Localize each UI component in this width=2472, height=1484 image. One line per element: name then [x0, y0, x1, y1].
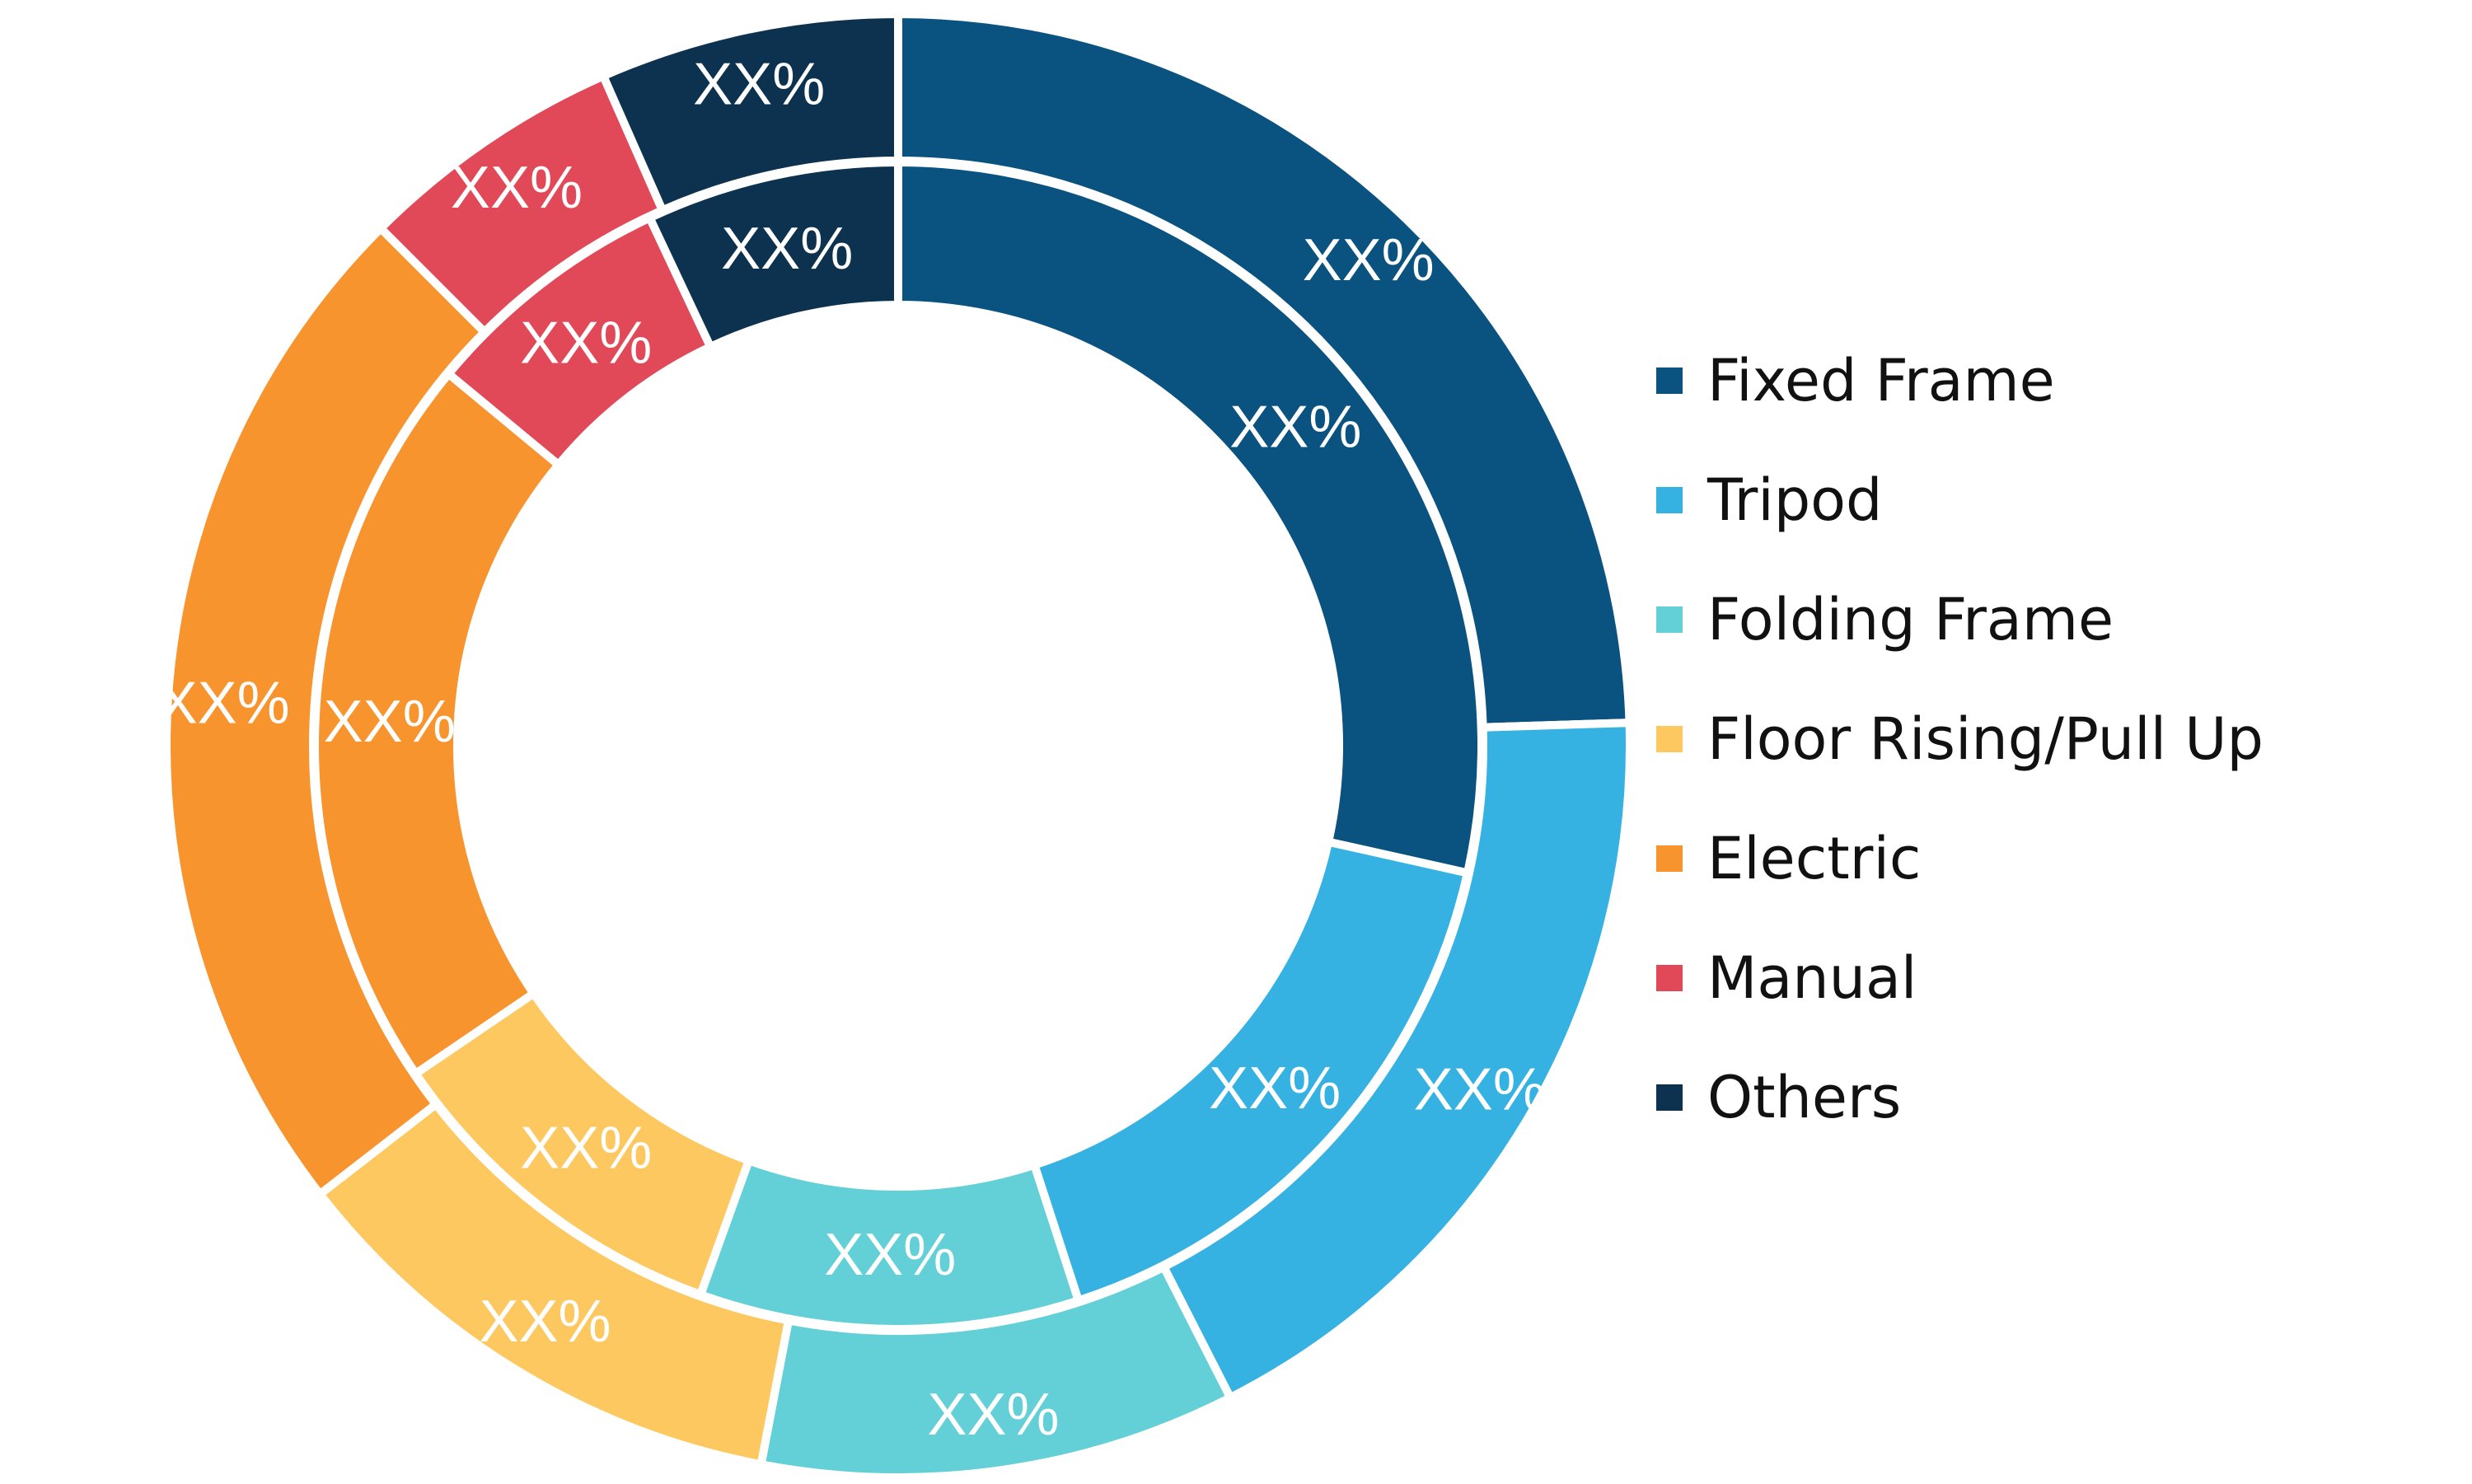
legend-item-tripod: Tripod [1656, 466, 1882, 534]
legend-swatch-others [1656, 1084, 1683, 1111]
legend-item-folding-frame: Folding Frame [1656, 586, 2114, 653]
outer-label-others: XX% [693, 52, 825, 118]
inner-slice-tripod [1029, 836, 1472, 1306]
legend-item-fixed-frame: Fixed Frame [1656, 347, 2055, 414]
outer-label-electric: XX% [158, 671, 290, 737]
legend-swatch-electric [1656, 845, 1683, 872]
legend: Fixed Frame Tripod Folding Frame Floor Risi… [1656, 347, 2264, 1131]
inner-label-fixed-frame: XX% [1229, 395, 1361, 461]
outer-label-fixed-frame: XX% [1303, 227, 1435, 293]
outer-label-tripod: XX% [1414, 1056, 1546, 1122]
legend-swatch-folding-frame [1656, 606, 1683, 633]
legend-label-tripod: Tripod [1707, 466, 1882, 534]
inner-label-electric: XX% [324, 689, 456, 755]
legend-swatch-tripod [1656, 487, 1683, 513]
inner-label-others: XX% [721, 216, 853, 282]
inner-slice-electric [311, 367, 564, 1079]
legend-item-floor-rising-pull-up: Floor Rising/Pull Up [1656, 705, 2264, 773]
inner-label-folding-frame: XX% [824, 1222, 956, 1288]
legend-item-others: Others [1656, 1064, 1901, 1131]
legend-label-electric: Electric [1707, 825, 1921, 892]
legend-label-manual: Manual [1707, 944, 1917, 1012]
inner-label-manual: XX% [520, 311, 652, 377]
legend-label-others: Others [1707, 1064, 1901, 1131]
outer-label-manual: XX% [451, 155, 583, 221]
legend-label-folding-frame: Folding Frame [1707, 586, 2114, 653]
rings-group [162, 9, 1634, 1482]
legend-swatch-floor-rising-pull-up [1656, 726, 1683, 752]
outer-label-floor-rising-pull-up: XX% [480, 1289, 611, 1355]
outer-label-folding-frame: XX% [928, 1382, 1060, 1448]
legend-label-fixed-frame: Fixed Frame [1707, 347, 2055, 414]
inner-label-floor-rising-pull-up: XX% [520, 1115, 652, 1181]
legend-swatch-fixed-frame [1656, 367, 1683, 394]
legend-item-manual: Manual [1656, 944, 1917, 1012]
legend-swatch-manual [1656, 965, 1683, 991]
inner-slice-others [644, 157, 902, 353]
legend-label-floor-rising-pull-up: Floor Rising/Pull Up [1707, 705, 2264, 773]
slice-labels: XX% XX% XX% XX% XX% XX% XX% XX% XX% XX% XX% XX% XX% X… [158, 52, 1546, 1448]
inner-label-tripod: XX% [1209, 1056, 1341, 1121]
legend-item-electric: Electric [1656, 825, 1921, 892]
inner-slice-fixed-frame [894, 157, 1486, 878]
